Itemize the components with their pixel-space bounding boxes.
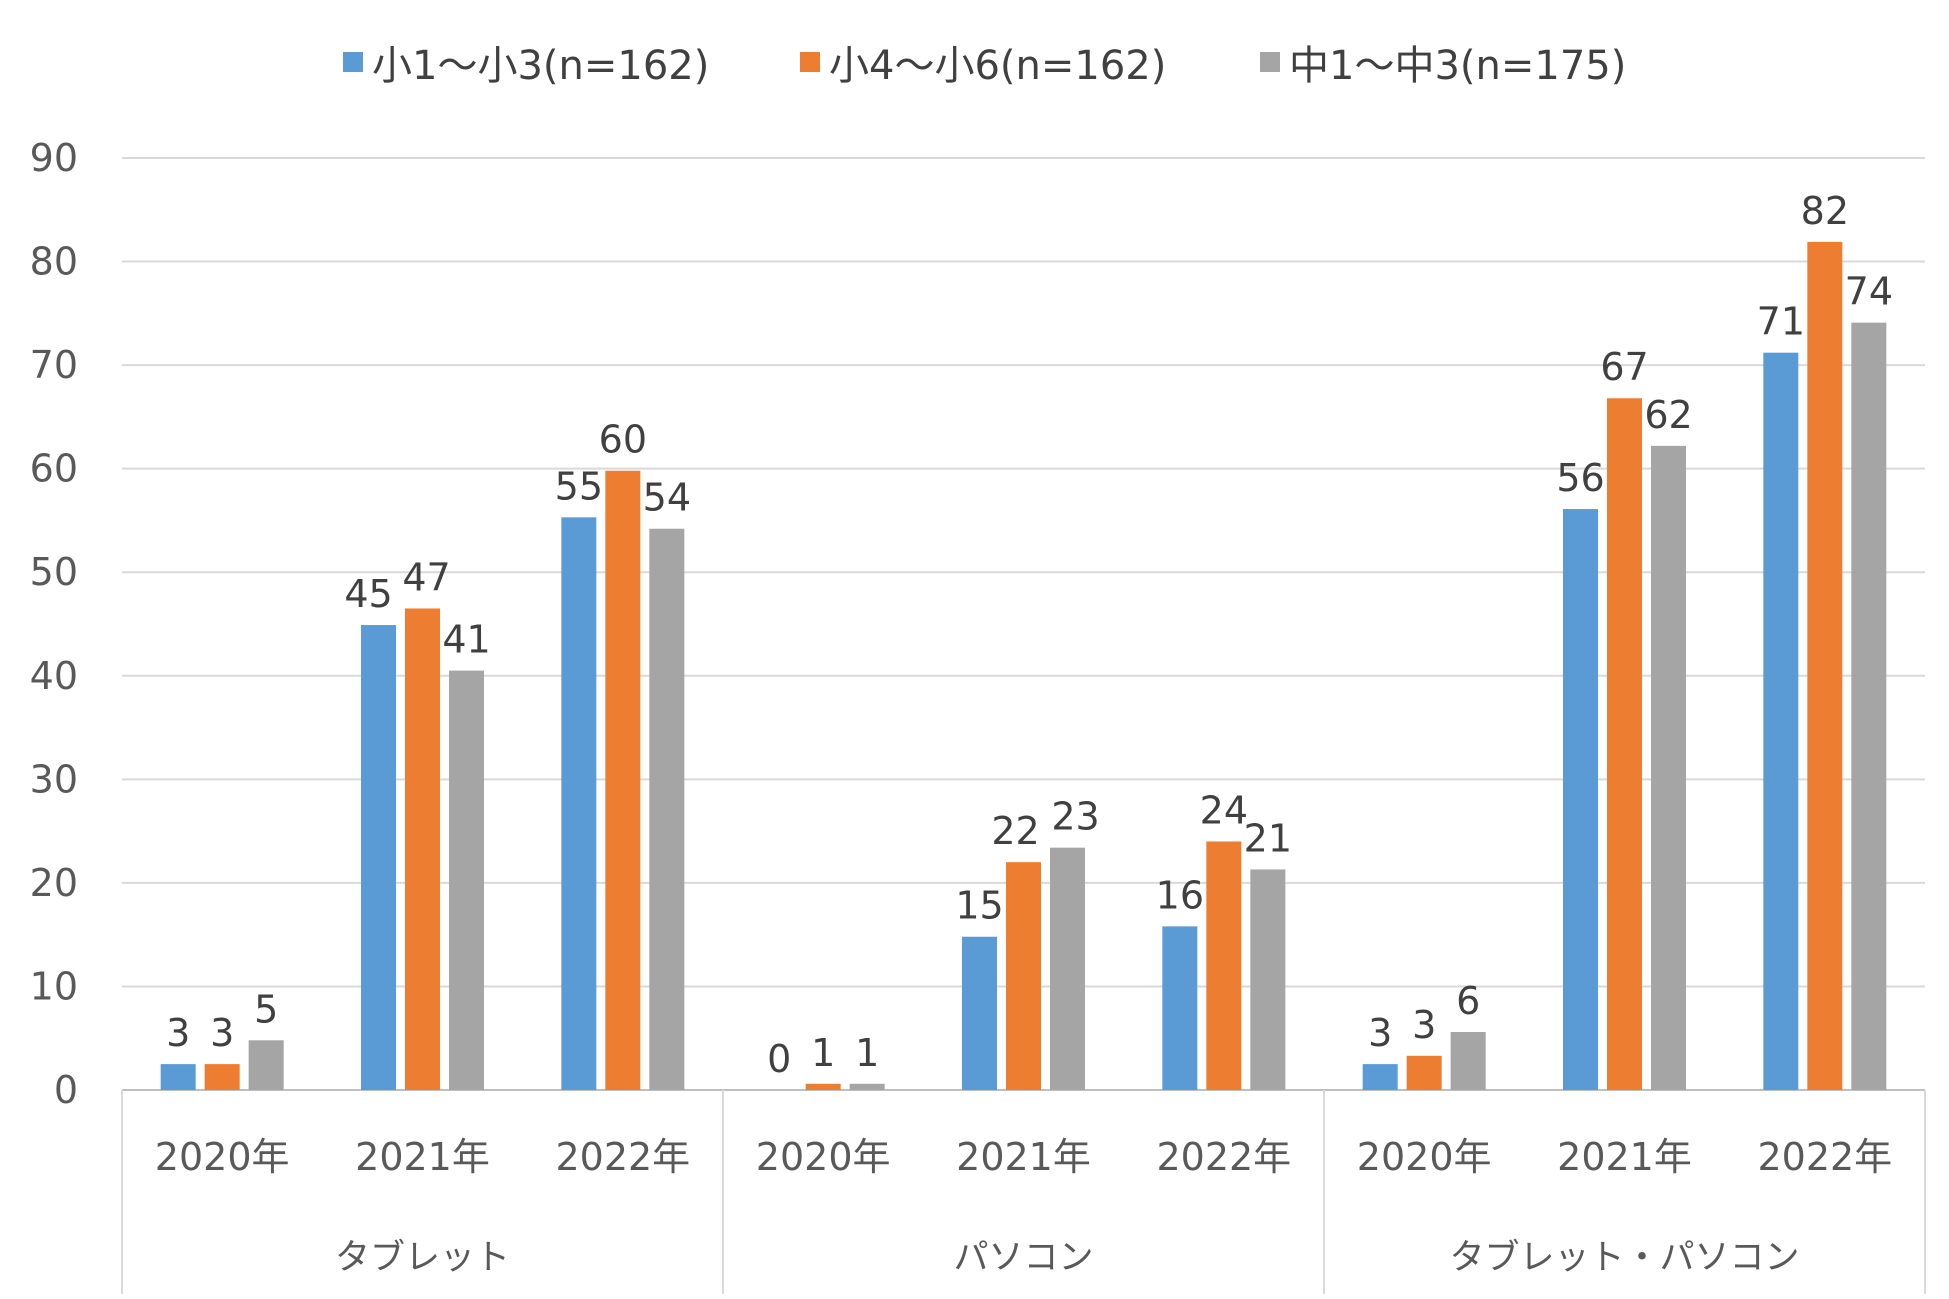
- bar: [361, 625, 396, 1090]
- data-label: 55: [555, 464, 603, 508]
- x-tick-label: 2021年: [355, 1135, 490, 1179]
- bar: [1450, 1032, 1486, 1090]
- bar: [204, 1064, 240, 1090]
- data-label: 54: [643, 476, 691, 520]
- y-tick-label: 40: [30, 654, 78, 698]
- legend-label: 小1～小3(n=162): [372, 43, 709, 89]
- x-tick-label: 2021年: [1557, 1135, 1692, 1179]
- bar: [1563, 509, 1598, 1090]
- bar: [561, 517, 597, 1090]
- bar: [1851, 322, 1887, 1090]
- data-label: 5: [254, 987, 278, 1031]
- y-tick-label: 70: [30, 343, 78, 387]
- x-tick-label: 2021年: [956, 1135, 1091, 1179]
- y-axis: 0 10 20 30 40 50 60 70 80 90: [30, 136, 78, 1112]
- bar: [649, 528, 685, 1090]
- data-label: 6: [1456, 979, 1480, 1023]
- legend-swatch: [1260, 52, 1280, 72]
- x-tick-label: 2020年: [1357, 1135, 1492, 1179]
- data-label: 41: [442, 618, 490, 662]
- y-tick-label: 50: [30, 550, 78, 594]
- data-label: 60: [599, 418, 647, 462]
- bar: [1206, 841, 1242, 1090]
- bar: [1763, 352, 1799, 1090]
- data-label: 56: [1556, 456, 1604, 500]
- data-label: 3: [210, 1011, 234, 1055]
- data-label: 1: [855, 1031, 879, 1075]
- data-label: 45: [344, 572, 392, 616]
- y-tick-label: 60: [30, 447, 78, 491]
- x-tick-label: 2020年: [155, 1135, 290, 1179]
- data-label: 3: [1412, 1003, 1436, 1047]
- legend-label: 中1～中3(n=175): [1289, 43, 1626, 89]
- group-label: パソコン: [953, 1238, 1093, 1278]
- data-label: 74: [1845, 270, 1893, 314]
- group-label: タブレット・パソコン: [1449, 1238, 1799, 1278]
- bars: [160, 241, 1887, 1091]
- group-label: タブレット: [335, 1238, 510, 1278]
- legend-label: 小4～小6(n=162): [829, 43, 1166, 89]
- bar: [849, 1083, 885, 1090]
- y-tick-label: 0: [54, 1068, 78, 1112]
- bar: [1050, 847, 1085, 1090]
- bar: [1607, 398, 1642, 1090]
- data-label: 82: [1801, 189, 1849, 233]
- data-label: 71: [1757, 300, 1805, 344]
- data-label: 67: [1600, 345, 1648, 389]
- data-label: 22: [991, 809, 1039, 853]
- bar: [1250, 869, 1286, 1090]
- x-tick-label: 2022年: [1156, 1135, 1291, 1179]
- bar: [1006, 862, 1041, 1090]
- y-tick-label: 90: [30, 136, 78, 180]
- data-label: 1: [811, 1031, 835, 1075]
- data-label: 3: [1368, 1011, 1392, 1055]
- bar: [1651, 445, 1686, 1091]
- data-label: 24: [1200, 788, 1248, 832]
- bar: [1162, 926, 1198, 1090]
- data-label: 21: [1244, 816, 1292, 860]
- bar: [449, 670, 484, 1090]
- legend: 小1～小3(n=162) 小4～小6(n=162) 中1～中3(n=175): [343, 43, 1626, 89]
- bar: [1807, 241, 1843, 1090]
- data-label: 47: [402, 555, 450, 599]
- data-label: 3: [166, 1011, 190, 1055]
- data-label: 0: [767, 1037, 791, 1081]
- bar: [160, 1064, 196, 1090]
- data-label: 62: [1644, 393, 1692, 437]
- bar: [1406, 1055, 1442, 1090]
- x-tick-label: 2020年: [756, 1135, 891, 1179]
- legend-swatch: [800, 52, 820, 72]
- bar: [962, 936, 997, 1090]
- data-label: 23: [1051, 795, 1099, 839]
- bar: [1362, 1064, 1398, 1090]
- y-tick-label: 80: [30, 240, 78, 284]
- bar: [248, 1040, 284, 1090]
- bar: [605, 470, 641, 1090]
- legend-swatch: [343, 52, 363, 72]
- bar: [405, 608, 440, 1090]
- y-tick-label: 30: [30, 757, 78, 801]
- x-tick-label: 2022年: [1757, 1135, 1892, 1179]
- bar: [805, 1083, 841, 1090]
- y-tick-label: 10: [30, 964, 78, 1008]
- data-label: 15: [955, 884, 1003, 928]
- data-label: 16: [1156, 873, 1204, 917]
- y-tick-label: 20: [30, 861, 78, 905]
- x-tick-label: 2022年: [555, 1135, 690, 1179]
